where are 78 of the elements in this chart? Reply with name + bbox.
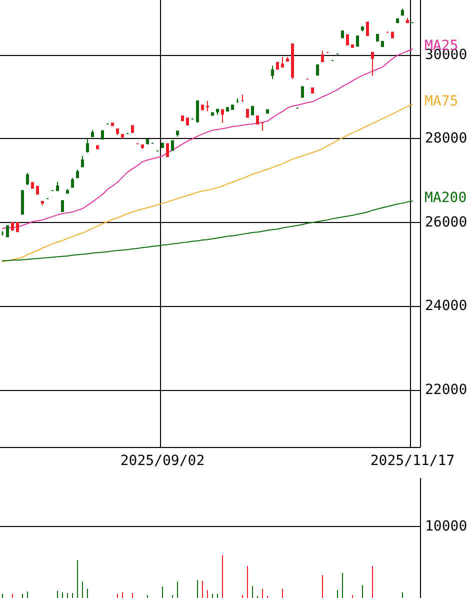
- candlestick: [16, 222, 19, 232]
- candlestick: [21, 190, 24, 215]
- series-label: MA75: [424, 93, 458, 110]
- candlestick: [281, 56, 284, 68]
- candlestick: [361, 25, 364, 32]
- candlestick: [31, 182, 34, 189]
- candlestick: [266, 109, 269, 114]
- candlestick: [401, 8, 404, 16]
- candlestick: [316, 64, 319, 76]
- candlestick: [311, 87, 314, 94]
- candlestick: [181, 116, 184, 122]
- candlestick: [6, 225, 9, 238]
- y-tick-label: 22000: [425, 382, 468, 398]
- candlestick: [116, 128, 119, 136]
- candlestick: [341, 30, 344, 38]
- y-tick-label: 10000: [425, 518, 468, 535]
- candlestick: [376, 34, 379, 42]
- candlestick: [71, 178, 74, 188]
- candlestick: [301, 86, 304, 98]
- line-series: [2, 104, 413, 262]
- candlestick: [391, 32, 394, 38]
- x-tick-label: 2025/09/02: [120, 453, 205, 469]
- candlestick: [366, 22, 369, 36]
- candlestick: [176, 130, 179, 138]
- candlestick: [111, 122, 114, 126]
- candlestick: [96, 145, 99, 150]
- line-series: [2, 200, 413, 262]
- candlestick: [81, 155, 84, 168]
- y-tick-label: 24000: [425, 298, 468, 314]
- x-tick-label: 2025/11/17: [370, 453, 455, 469]
- candlestick: [396, 18, 399, 24]
- candlestick: [91, 129, 94, 138]
- candlestick: [201, 104, 204, 110]
- line-series: [2, 48, 413, 229]
- candlestick: [286, 56, 289, 62]
- candlestick: [206, 100, 209, 112]
- candlestick: [231, 104, 234, 110]
- candlestick: [211, 112, 214, 116]
- candlestick: [56, 181, 59, 192]
- candlestick: [171, 140, 174, 151]
- candlestick: [406, 18, 409, 24]
- candlestick: [271, 65, 274, 80]
- candlestick: [356, 36, 359, 47]
- candlestick: [161, 142, 164, 148]
- candlestick: [241, 94, 244, 102]
- candlestick: [221, 109, 224, 124]
- candlestick: [351, 44, 354, 48]
- candlestick: [346, 34, 349, 46]
- candlestick: [11, 222, 14, 230]
- candlestick: [61, 200, 64, 212]
- candlestick: [66, 188, 69, 194]
- series-label: MA200: [424, 190, 467, 206]
- candlestick: [381, 40, 384, 47]
- candlestick: [291, 43, 294, 80]
- candlestick: [246, 108, 249, 118]
- candlestick: [36, 186, 39, 194]
- candlestick: [41, 201, 44, 206]
- candlestick: [251, 106, 254, 116]
- candlestick: [121, 134, 124, 140]
- candlestick: [261, 122, 264, 132]
- y-tick-label: 26000: [425, 214, 468, 230]
- candlestick: [216, 108, 219, 116]
- candlestick: [76, 169, 79, 178]
- candlestick: [186, 118, 189, 126]
- candlestick: [86, 138, 89, 153]
- candlestick: [141, 144, 144, 150]
- candlestick: [321, 50, 324, 62]
- y-tick-label: 28000: [425, 130, 468, 147]
- candlestick: [146, 139, 149, 144]
- candlestick: [196, 100, 199, 124]
- candlestick: [276, 62, 279, 70]
- candlestick: [256, 116, 259, 125]
- candlestick: [226, 107, 229, 112]
- candlestick: [101, 130, 104, 140]
- candlestick: [166, 143, 169, 158]
- candlestick: [26, 172, 29, 186]
- candlestick: [371, 52, 374, 76]
- candlestick: [131, 125, 134, 133]
